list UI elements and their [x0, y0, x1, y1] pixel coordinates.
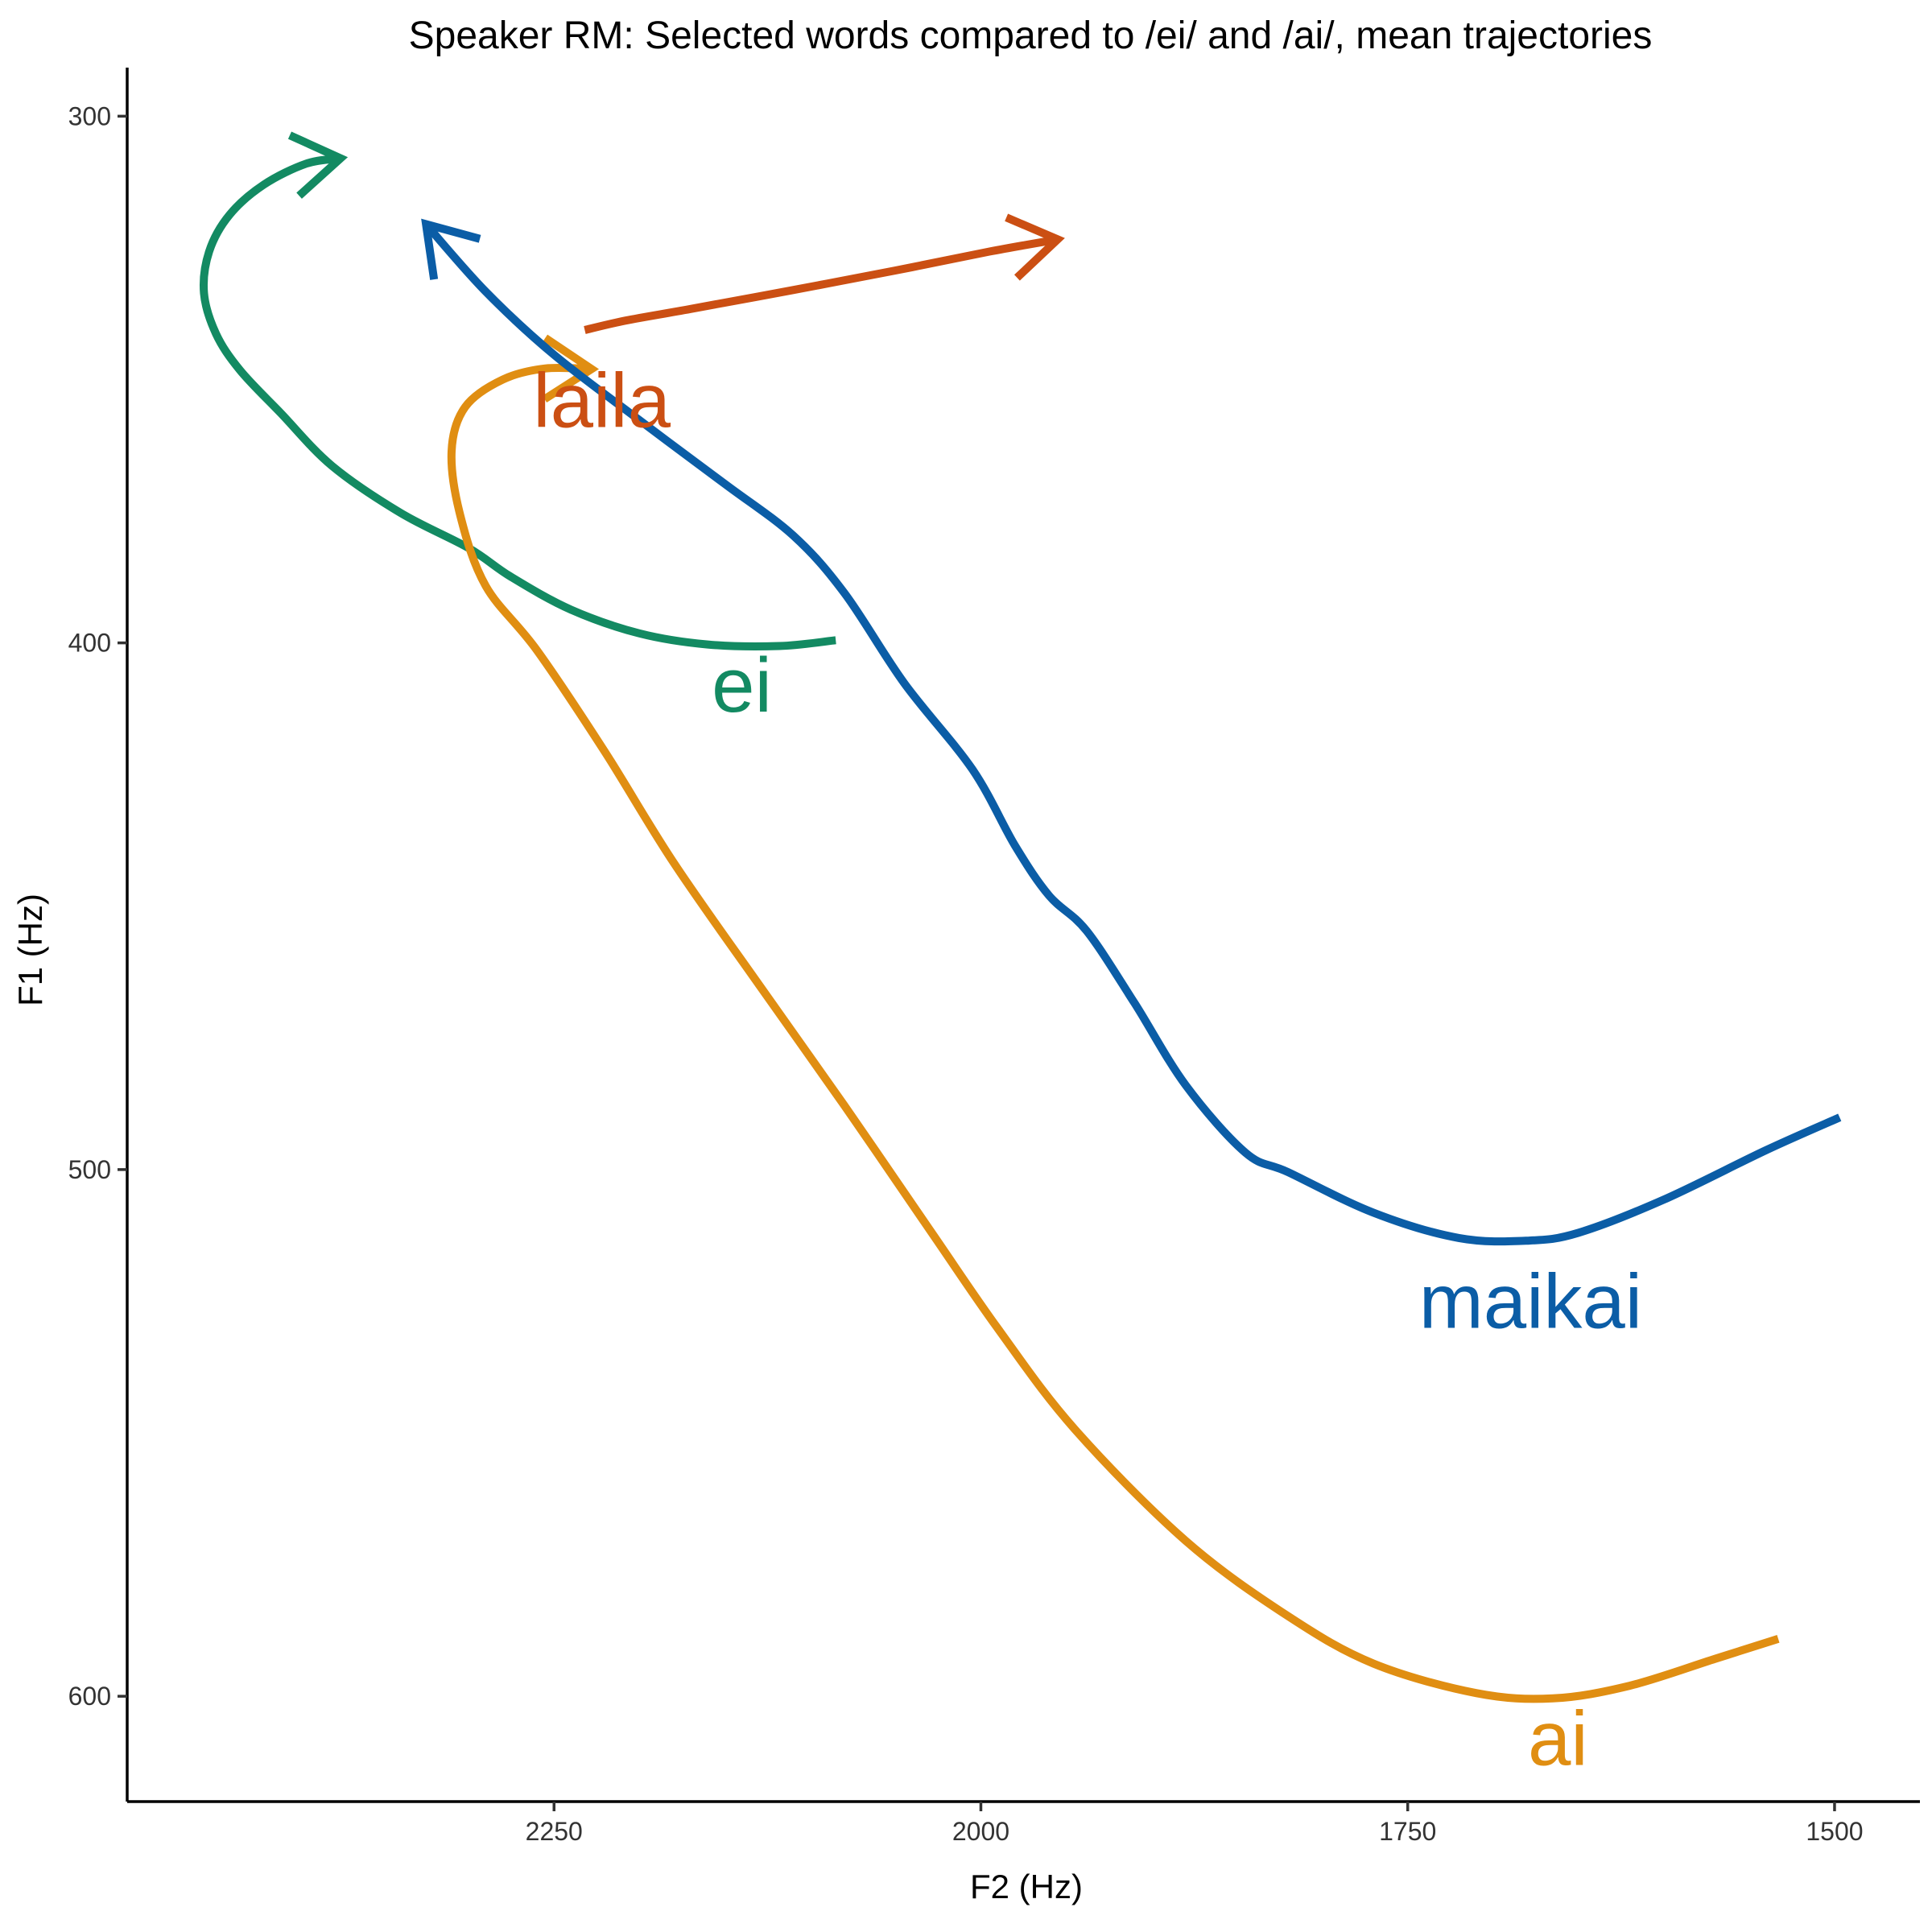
- x-axis-title: F2 (Hz): [970, 1868, 1083, 1905]
- x-tick-label: 2250: [526, 1817, 583, 1846]
- series-label-laila: laila: [533, 358, 671, 444]
- x-tick-label: 1500: [1806, 1817, 1863, 1846]
- plot-area: ei ai maikai laila: [200, 131, 1842, 1781]
- y-axis-title: F1 (Hz): [11, 894, 49, 1006]
- y-tick-label: 300: [68, 101, 111, 130]
- y-axis: 300 400 500 600: [68, 68, 129, 1802]
- y-tick-label: 400: [68, 629, 111, 658]
- series-label-maikai: maikai: [1419, 1258, 1642, 1344]
- y-tick-label: 600: [68, 1682, 111, 1711]
- x-tick-label: 1750: [1379, 1817, 1436, 1846]
- x-tick-label: 2000: [952, 1817, 1009, 1846]
- x-axis: 2250 2000 1750 1500: [127, 1800, 1920, 1846]
- series-label-ei: ei: [712, 642, 772, 729]
- series-label-ai: ai: [1528, 1695, 1588, 1781]
- trajectory-ai: [447, 334, 1780, 1703]
- chart-title: Speaker RM: Selected words compared to /…: [409, 14, 1653, 57]
- trajectory-laila: [584, 213, 1065, 334]
- y-tick-label: 500: [68, 1155, 111, 1184]
- trajectory-maikai: [421, 218, 1842, 1246]
- trajectory-ei: [200, 131, 836, 650]
